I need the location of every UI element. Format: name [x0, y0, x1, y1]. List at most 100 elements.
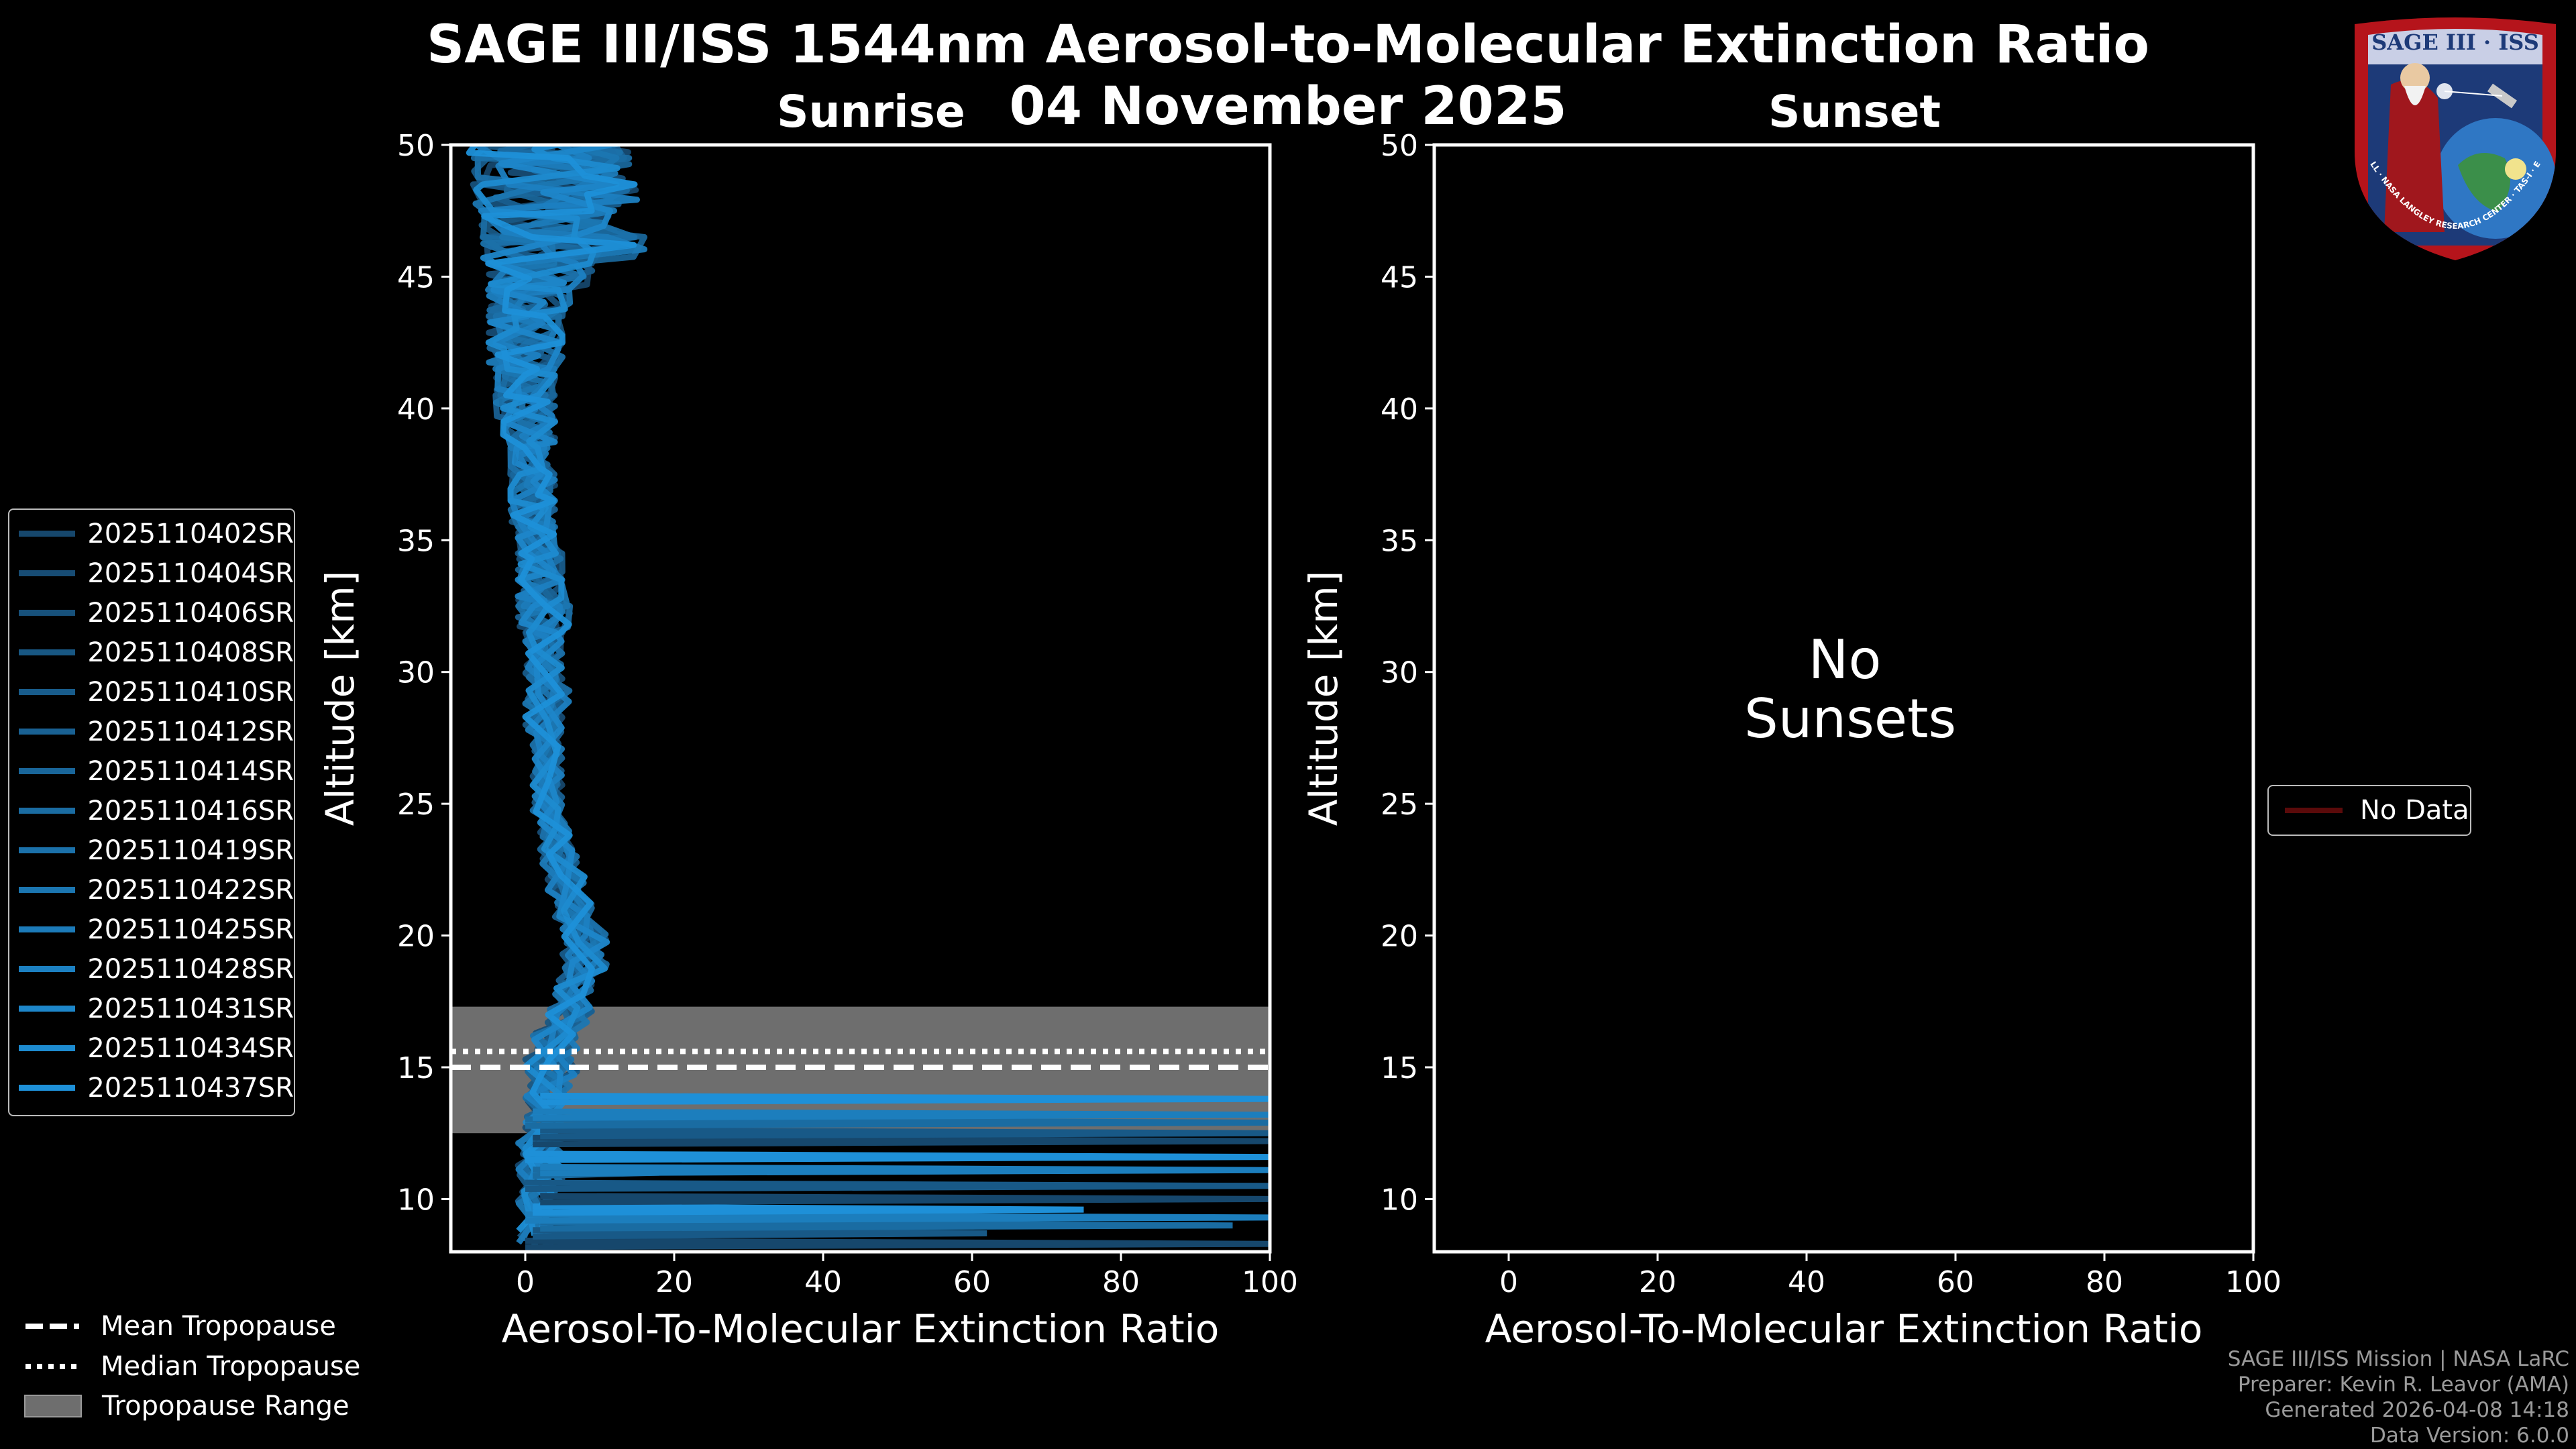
x-tick-label: 20 [655, 1265, 693, 1299]
legend-median-label: Median Tropopause [101, 1351, 361, 1382]
low-altitude-spike [533, 1134, 1270, 1148]
footer-mission: SAGE III/ISS Mission | NASA LaRC [2227, 1347, 2569, 1371]
y-tick-label: 30 [1381, 656, 1418, 690]
low-altitude-spike [540, 1193, 1270, 1205]
no-sunsets-message: No Sunsets [1744, 629, 1957, 750]
low-altitude-spike [540, 1219, 1233, 1232]
legend-median-tropopause: Median Tropopause [24, 1351, 360, 1382]
legend-swatch [19, 1085, 76, 1091]
legend-label: 2025110402SR [87, 518, 294, 549]
x-tick-label: 0 [1499, 1265, 1518, 1299]
legend-swatch [19, 689, 76, 695]
x-tick-label: 80 [2086, 1265, 2123, 1299]
legend-item-2025110406SR: 2025110406SR [9, 593, 294, 633]
legend-swatch [19, 610, 76, 616]
legend-label: 2025110408SR [87, 637, 294, 668]
x-tick-label: 100 [2225, 1265, 2282, 1299]
y-tick-label: 35 [397, 524, 435, 558]
legend-swatch [19, 847, 76, 853]
legend-label: 2025110422SR [87, 874, 294, 906]
low-altitude-spike [540, 1092, 1270, 1106]
no-data-legend: No Data [2267, 785, 2471, 836]
sunset-plot-frame [1432, 143, 2255, 1254]
sunrise-panel-title: Sunrise [777, 86, 965, 138]
legend-label: 2025110410SR [87, 676, 294, 708]
legend-swatch [19, 570, 76, 576]
legend-swatch [19, 729, 76, 735]
footer-generated: Generated 2026-04-08 14:18 [2265, 1398, 2569, 1422]
sage-iii-iss-mission-logo: SAGE III · ISS BALL · NASA LANGLEY RESEA… [2344, 11, 2556, 260]
legend-item-2025110412SR: 2025110412SR [9, 712, 294, 751]
chart-title: SAGE III/ISS 1544nm Aerosol-to-Molecular… [427, 15, 2149, 75]
legend-label: 2025110414SR [87, 755, 294, 787]
low-altitude-spike [533, 1227, 987, 1240]
legend-label: 2025110406SR [87, 597, 294, 629]
sunset-x-axis-label: Aerosol-To-Molecular Extinction Ratio [1485, 1306, 2203, 1352]
x-tick-label: 0 [516, 1265, 535, 1299]
x-tick-label: 80 [1102, 1265, 1140, 1299]
profile-2025110434SR [473, 145, 621, 1236]
legend-item-2025110422SR: 2025110422SR [9, 870, 294, 910]
legend-range-label: Tropopause Range [102, 1391, 350, 1421]
low-altitude-spike [540, 1164, 1270, 1177]
legend-item-2025110428SR: 2025110428SR [9, 949, 294, 989]
legend-swatch [19, 1006, 76, 1012]
legend-mean-tropopause: Mean Tropopause [24, 1311, 336, 1342]
legend-label: 2025110434SR [87, 1032, 294, 1064]
legend-item-2025110404SR: 2025110404SR [9, 553, 294, 593]
sunset-panel-title: Sunset [1768, 86, 1941, 138]
profile-2025110431SR [480, 145, 629, 1245]
legend-item-2025110408SR: 2025110408SR [9, 633, 294, 672]
low-altitude-spike [533, 1108, 1270, 1121]
legend-item-2025110425SR: 2025110425SR [9, 910, 294, 949]
footer-version: Data Version: 6.0.0 [2369, 1424, 2569, 1448]
legend-mean-label: Mean Tropopause [101, 1311, 336, 1342]
y-tick-label: 45 [1381, 260, 1418, 294]
legend-item-2025110419SR: 2025110419SR [9, 830, 294, 870]
event-legend: 2025110402SR 2025110404SR 2025110406SR 2025… [8, 508, 295, 1116]
legend-item-2025110416SR: 2025110416SR [9, 791, 294, 830]
legend-label: 2025110412SR [87, 716, 294, 747]
legend-tropopause-range: Tropopause Range [24, 1391, 350, 1421]
y-tick-label: 45 [397, 260, 435, 294]
chart-date: 04 November 2025 [1009, 76, 1567, 137]
low-altitude-spike [533, 1203, 1084, 1216]
y-tick-label: 50 [1381, 129, 1418, 163]
legend-item-2025110410SR: 2025110410SR [9, 672, 294, 712]
no-data-label: No Data [2360, 795, 2469, 826]
y-tick-label: 50 [397, 129, 435, 163]
legend-label: 2025110416SR [87, 795, 294, 826]
sunrise-panel: 0 20 40 60 80 100 10 15 20 25 30 35 40 45 50 Aerosol-To… [317, 129, 1298, 1352]
no-sunsets-line-1: No [1808, 629, 1882, 691]
legend-label: 2025110425SR [87, 914, 294, 945]
legend-label: 2025110419SR [87, 835, 294, 866]
no-sunsets-line-2: Sunsets [1744, 688, 1957, 750]
low-altitude-spike [540, 1127, 1270, 1140]
y-tick-label: 20 [1381, 920, 1418, 954]
x-tick-label: 100 [1242, 1265, 1298, 1299]
legend-label: 2025110431SR [87, 993, 294, 1024]
legend-label: 2025110428SR [87, 953, 294, 985]
y-tick-label: 35 [1381, 524, 1418, 558]
y-tick-label: 40 [1381, 392, 1418, 427]
median-tropopause-swatch [25, 1364, 79, 1369]
low-altitude-spike [525, 1116, 1270, 1129]
low-altitude-spike [525, 1211, 1270, 1224]
low-altitude-spike [525, 1150, 1270, 1163]
logo-text: SAGE III · ISS [2371, 30, 2539, 55]
legend-item-2025110402SR: 2025110402SR [9, 514, 294, 553]
no-data-swatch [2285, 808, 2343, 813]
legend-item-2025110414SR: 2025110414SR [9, 751, 294, 791]
legend-label: 2025110437SR [87, 1072, 294, 1104]
y-tick-label: 10 [1381, 1183, 1418, 1217]
x-tick-label: 20 [1639, 1265, 1676, 1299]
legend-swatch [19, 1045, 76, 1051]
y-tick-label: 25 [1381, 788, 1418, 822]
y-tick-label: 15 [397, 1051, 435, 1085]
low-altitude-spike [525, 1238, 1270, 1250]
sunset-panel: 0 20 40 60 80 100 10 15 20 25 30 35 40 45 50 Aerosol-To… [1301, 129, 2282, 1352]
y-tick-label: 15 [1381, 1051, 1418, 1085]
sunrise-plot-frame [449, 143, 1272, 1254]
sunrise-data-layer [451, 145, 1270, 1250]
